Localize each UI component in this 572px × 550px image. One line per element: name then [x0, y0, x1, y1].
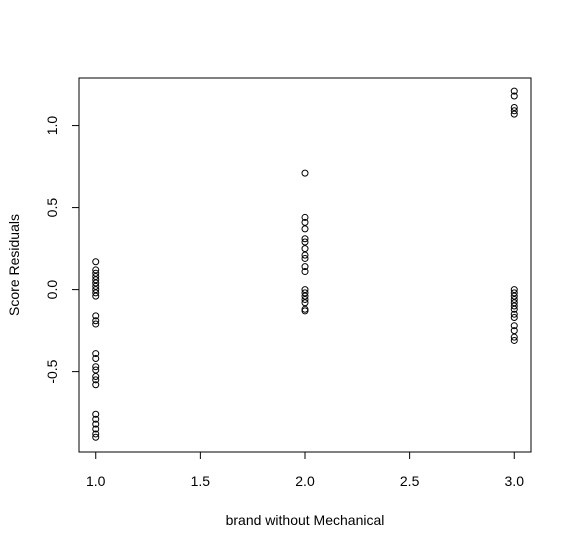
- data-point: [301, 286, 309, 294]
- data-point: [301, 225, 309, 233]
- data-point: [510, 107, 518, 115]
- x-tick-label: 2.0: [295, 473, 315, 489]
- data-point: [92, 272, 100, 280]
- data-point: [92, 266, 100, 274]
- data-point: [510, 313, 518, 321]
- y-tick-label: 0.5: [44, 198, 60, 218]
- data-point: [510, 327, 518, 335]
- data-point: [92, 420, 100, 428]
- data-point: [301, 292, 309, 300]
- data-point: [510, 305, 518, 313]
- data-point: [92, 376, 100, 384]
- data-point: [92, 276, 100, 284]
- y-tick-label: 0.0: [44, 280, 60, 300]
- data-point: [92, 282, 100, 290]
- data-point: [301, 263, 309, 271]
- data-point: [301, 238, 309, 246]
- data-point: [301, 289, 309, 297]
- y-tick-label: 1.0: [44, 116, 60, 136]
- data-point: [92, 320, 100, 328]
- data-point: [510, 302, 518, 310]
- data-point: [92, 292, 100, 300]
- data-point: [510, 299, 518, 307]
- data-point: [92, 415, 100, 423]
- x-axis: 1.0 1.5 2.0 2.5 3.0: [86, 451, 525, 489]
- data-point: [301, 295, 309, 303]
- data-point: [510, 336, 518, 344]
- data-point: [301, 299, 309, 307]
- data-point: [510, 289, 518, 297]
- data-point: [92, 373, 100, 381]
- x-tick-label: 1.0: [86, 473, 106, 489]
- data-point: [510, 333, 518, 341]
- data-point: [301, 251, 309, 259]
- data-point: [92, 366, 100, 374]
- data-point: [92, 433, 100, 441]
- y-axis-title: Score Residuals: [6, 214, 22, 316]
- y-tick-label: -0.5: [44, 359, 60, 383]
- data-point: [510, 286, 518, 294]
- x-tick-label: 3.0: [505, 473, 525, 489]
- data-point: [301, 254, 309, 262]
- data-point: [92, 410, 100, 418]
- data-point: [92, 363, 100, 371]
- data-point: [92, 381, 100, 389]
- y-axis: -0.5 0.0 0.5 1.0: [44, 116, 80, 384]
- data-point: [92, 350, 100, 358]
- x-tick-label: 2.5: [400, 473, 420, 489]
- data-point: [301, 213, 309, 221]
- data-point: [301, 307, 309, 315]
- data-point: [92, 279, 100, 287]
- x-tick-label: 1.5: [191, 473, 211, 489]
- data-point: [92, 355, 100, 362]
- data-point: [301, 169, 309, 177]
- data-point: [92, 317, 100, 325]
- data-point: [301, 235, 309, 243]
- data-point: [510, 92, 518, 100]
- data-point: [510, 295, 518, 303]
- data-point: [301, 245, 309, 253]
- data-point: [92, 286, 100, 294]
- data-point: [92, 269, 100, 277]
- data-point: [92, 430, 100, 438]
- data-point: [510, 110, 518, 118]
- x-axis-title: brand without Mechanical: [226, 512, 385, 528]
- data-points: [92, 87, 518, 441]
- data-point: [510, 310, 518, 318]
- data-point: [92, 258, 100, 266]
- data-point: [510, 292, 518, 300]
- data-point: [510, 322, 518, 330]
- plot-frame: [78, 77, 532, 453]
- data-point: [301, 268, 309, 276]
- data-point: [92, 425, 100, 433]
- data-point: [301, 218, 309, 226]
- data-point: [92, 312, 100, 320]
- data-point: [510, 104, 518, 112]
- data-point: [510, 87, 518, 95]
- data-point: [92, 289, 100, 297]
